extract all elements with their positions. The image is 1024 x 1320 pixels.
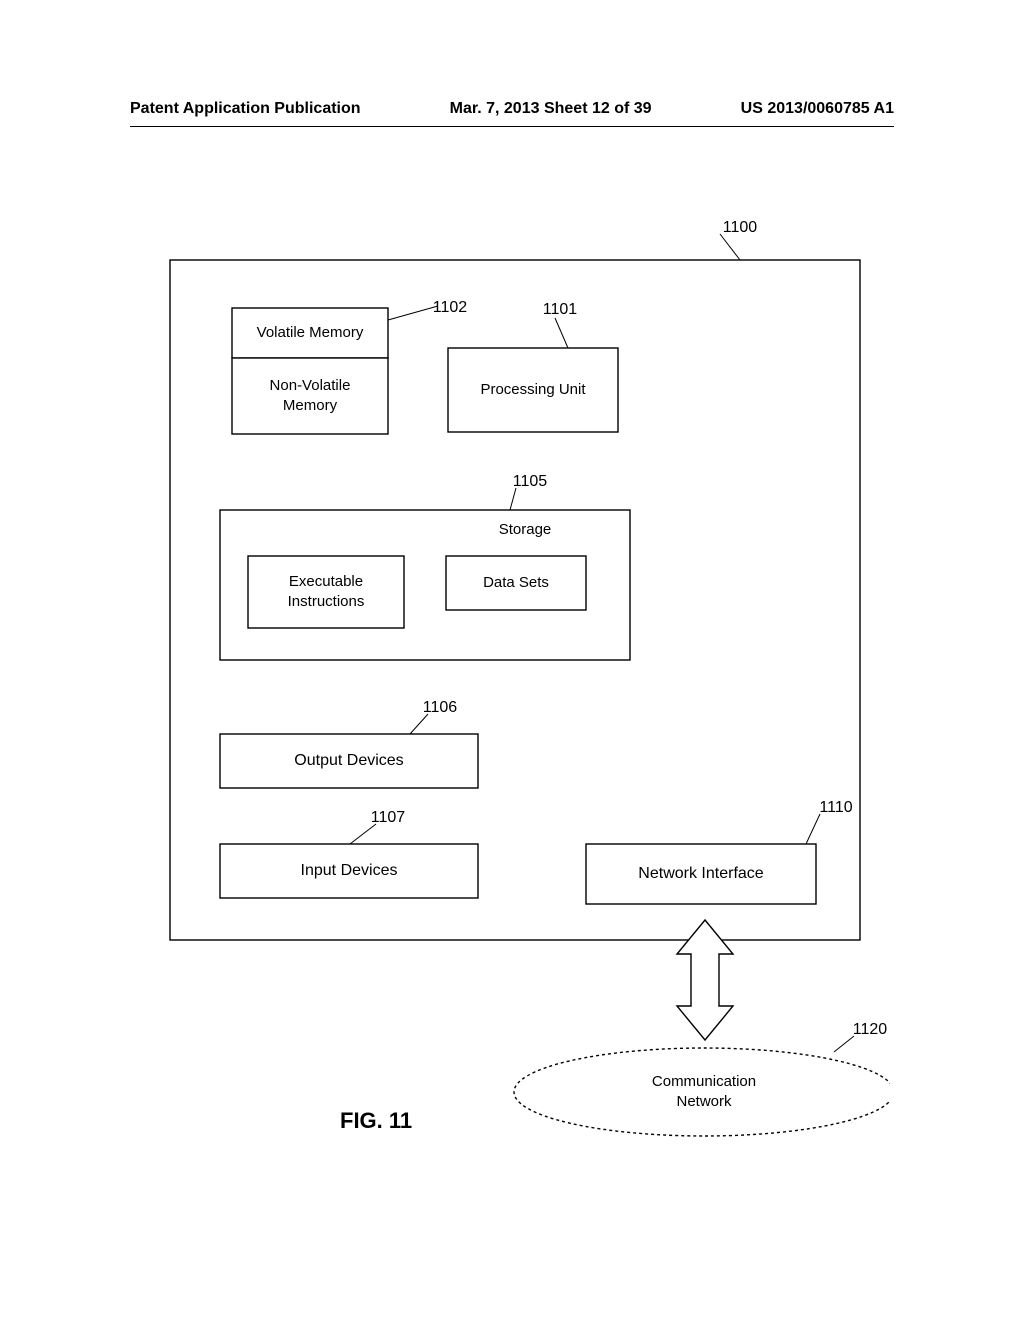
header-mid: Mar. 7, 2013 Sheet 12 of 39 <box>450 100 652 118</box>
svg-text:Storage: Storage <box>499 521 552 538</box>
svg-text:Communication: Communication <box>652 1073 756 1090</box>
svg-text:Output Devices: Output Devices <box>294 752 403 769</box>
svg-text:Network Interface: Network Interface <box>638 865 763 882</box>
svg-text:Input Devices: Input Devices <box>301 862 398 879</box>
svg-text:FIG. 11: FIG. 11 <box>340 1108 412 1133</box>
svg-text:Non-Volatile: Non-Volatile <box>270 377 351 394</box>
svg-text:1106: 1106 <box>423 699 458 716</box>
svg-text:1110: 1110 <box>819 799 852 816</box>
svg-text:1102: 1102 <box>433 299 468 316</box>
page-header: Patent Application Publication Mar. 7, 2… <box>130 100 894 118</box>
svg-text:Volatile Memory: Volatile Memory <box>257 324 364 341</box>
svg-text:1107: 1107 <box>371 809 406 826</box>
figure-diagram: 1100 Volatile Memory Non-Volatile Memory 110… <box>130 210 890 1170</box>
svg-text:Instructions: Instructions <box>288 593 365 610</box>
svg-text:1105: 1105 <box>513 473 548 490</box>
svg-text:Network: Network <box>676 1093 732 1110</box>
svg-text:Executable: Executable <box>289 573 363 590</box>
header-rule <box>130 126 894 127</box>
header-right: US 2013/0060785 A1 <box>741 100 894 118</box>
svg-text:Memory: Memory <box>283 397 338 414</box>
svg-text:Processing Unit: Processing Unit <box>480 381 586 398</box>
svg-text:1101: 1101 <box>543 301 578 318</box>
svg-text:Data Sets: Data Sets <box>483 574 549 591</box>
svg-text:1120: 1120 <box>853 1021 888 1038</box>
header-left: Patent Application Publication <box>130 100 361 118</box>
svg-text:1100: 1100 <box>723 219 758 236</box>
